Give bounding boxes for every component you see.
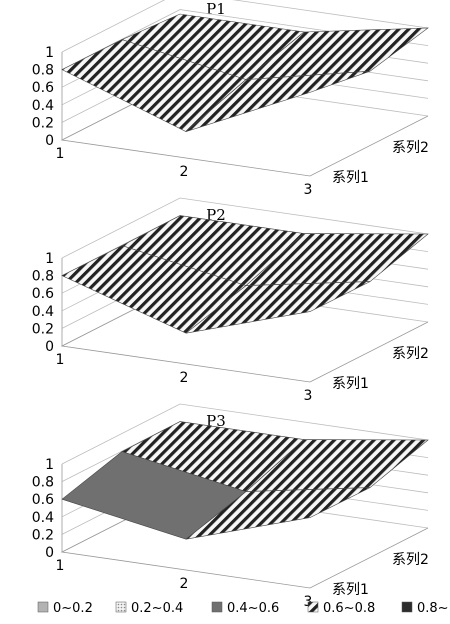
z-tick-label: 0.4 [32,510,54,526]
z-tick-label: 0.2 [32,527,54,543]
series-label: 系列1 [332,582,369,598]
series-label: 系列1 [332,376,369,392]
legend-item: 0.6~0.8 [307,601,375,616]
series-label: 系列2 [392,346,429,362]
surface-patch [185,70,371,132]
panels-group: P100.20.40.60.81123系列1系列2系列3P200.20.40.6… [32,0,429,610]
series-label: 系列1 [332,170,369,186]
legend-item: 0.4~0.6 [211,601,279,616]
panel-title: P2 [206,206,226,224]
legend-label: 0.8~1 [417,601,450,616]
x-tick-label: 2 [180,164,189,180]
panel-title: P1 [206,0,226,18]
z-tick-label: 0.6 [32,80,54,96]
legend-label: 0.2~0.4 [131,601,183,616]
legend-label: 0.4~0.6 [227,601,279,616]
z-tick-label: 1 [45,251,54,267]
z-tick-label: 0.8 [32,63,54,79]
x-tick-label: 3 [304,182,313,198]
x-tick-label: 1 [56,352,65,368]
z-tick-label: 0.4 [32,98,54,114]
surface [61,13,429,132]
x-tick-label: 3 [304,388,313,404]
x-tick-label: 1 [56,558,65,574]
z-tick-label: 0.8 [32,475,54,491]
surface [61,421,429,540]
z-tick-label: 0 [45,133,54,149]
x-tick-label: 2 [180,576,189,592]
legend-label: 0.6~0.8 [323,601,375,616]
x-tick-label: 2 [180,370,189,386]
z-tick-label: 0.2 [32,321,54,337]
z-tick-label: 0.6 [32,286,54,302]
z-tick-label: 0 [45,545,54,561]
surface-patch [185,487,371,540]
z-tick-label: 0.2 [32,115,54,131]
legend-swatch [211,601,223,613]
floor-axis [60,79,429,177]
legend-item: 0.8~1 [401,601,450,616]
x-tick-label: 1 [56,146,65,162]
z-tick-label: 0.6 [32,492,54,508]
z-tick-label: 1 [45,45,54,61]
z-tick-label: 0 [45,339,54,355]
series-label: 系列2 [392,552,429,568]
legend-swatch [401,601,413,613]
surface-patch [185,281,371,334]
z-tick-label: 0.4 [32,304,54,320]
series-label: 系列2 [392,140,429,156]
legend-item: 0~0.2 [37,601,93,616]
floor-axis [60,491,429,589]
legend-swatch [115,601,127,613]
floor-axis [60,285,429,383]
legend-swatch [37,601,49,613]
legend-item: 0.2~0.4 [115,601,183,616]
z-tick-label: 1 [45,457,54,473]
chart-legend: 0~0.2 0.2~0.4 0.4~0.6 0.6~0.8 0.8~1 [37,601,450,616]
gridline [61,0,429,53]
legend-swatch [307,601,319,613]
z-tick-label: 0.8 [32,269,54,285]
legend-label: 0~0.2 [53,601,93,616]
panel-title: P3 [206,412,226,430]
surface [61,215,429,334]
gridline [61,197,429,259]
gridline [61,403,429,465]
